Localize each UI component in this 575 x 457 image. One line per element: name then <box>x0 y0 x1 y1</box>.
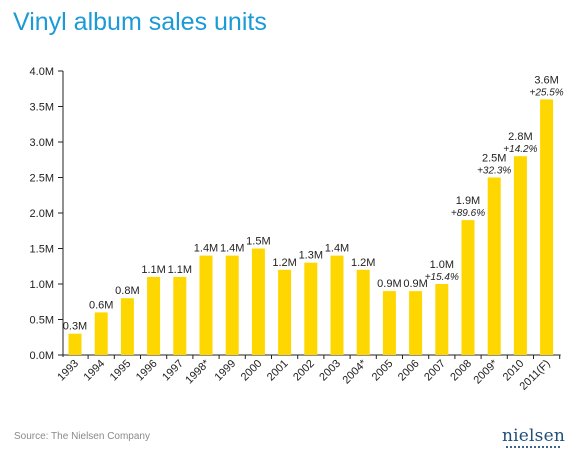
x-tick-label: 2000 <box>239 358 265 384</box>
change-label: +89.6% <box>451 208 485 219</box>
y-tick-label: 3.5M <box>30 102 54 114</box>
data-label: 1.1M <box>168 264 192 276</box>
x-tick-label: 2008 <box>448 358 474 384</box>
x-tick-label: 1997 <box>160 358 186 384</box>
x-tick-label: 2005 <box>370 358 396 384</box>
data-label: 2.8M <box>508 131 532 143</box>
x-tick-label: 2002 <box>291 358 317 384</box>
y-tick-label: 2.5M <box>30 173 54 185</box>
change-label: +25.5% <box>529 87 563 98</box>
bar <box>461 220 475 355</box>
data-label: 1.1M <box>141 264 165 276</box>
x-tick-label: 2003 <box>317 358 343 384</box>
data-label: 1.0M <box>430 259 454 271</box>
bar <box>356 269 370 355</box>
bar <box>435 284 449 355</box>
data-label: 1.4M <box>220 243 244 255</box>
y-tick-label: 4.0M <box>30 66 54 78</box>
x-tick-label: 2009* <box>471 357 500 386</box>
y-tick-label: 0.0M <box>30 350 54 362</box>
data-label: 1.2M <box>351 257 375 269</box>
data-label: 1.4M <box>325 243 349 255</box>
y-tick-label: 1.0M <box>30 279 54 291</box>
data-label: 2.5M <box>482 153 506 165</box>
data-label: 0.9M <box>403 278 427 290</box>
data-label: 3.6M <box>534 74 558 86</box>
bar <box>409 291 423 355</box>
change-label: +14.2% <box>503 144 537 155</box>
y-tick-label: 2.0M <box>30 208 54 220</box>
change-label: +32.3% <box>477 166 511 177</box>
data-label: 1.3M <box>299 250 323 262</box>
bar <box>278 269 292 355</box>
data-label: 1.9M <box>456 195 480 207</box>
bar <box>382 291 396 355</box>
bar <box>330 255 344 355</box>
x-tick-label: 1996 <box>134 358 160 384</box>
bar <box>251 248 265 355</box>
x-axis <box>63 354 561 359</box>
y-tick-label: 0.5M <box>30 315 54 327</box>
bar <box>147 276 161 355</box>
bar <box>225 255 239 355</box>
x-tick-label: 2004* <box>340 357 369 386</box>
change-labels: +15.4% +89.6% +32.3% +14.2% +25.5% <box>425 87 564 283</box>
y-axis: 0.0M 0.5M 1.0M 1.5M 2.0M 2.5M 3.0M 3.5M 4.0M <box>30 66 64 362</box>
nielsen-logo: nielsen <box>502 426 566 446</box>
bars <box>68 99 554 356</box>
x-tick-label: 1994 <box>82 358 108 384</box>
data-label: 1.4M <box>194 243 218 255</box>
value-labels: 0.3M0.6M0.8M1.1M 1.1M1.4M 1.4M1.5M1.2M1.3M… <box>63 74 559 332</box>
data-label: 1.5M <box>246 236 270 248</box>
bar <box>513 156 527 355</box>
x-tick-label: 2006 <box>396 358 422 384</box>
bar <box>120 298 134 355</box>
x-tick-label: 1995 <box>108 358 134 384</box>
bar <box>304 262 318 355</box>
x-tick-label: 2001 <box>265 358 291 384</box>
bar <box>68 333 82 355</box>
x-tick-label: 1998* <box>183 357 212 386</box>
bar <box>487 177 501 355</box>
x-tick-label: 1999 <box>213 358 239 384</box>
y-tick-label: 1.5M <box>30 244 54 256</box>
bar <box>94 312 108 355</box>
data-label: 0.9M <box>377 278 401 290</box>
x-tick-label: 1993 <box>55 358 81 384</box>
logo-dots <box>505 446 561 448</box>
x-tick-label: 2007 <box>422 358 448 384</box>
y-tick-label: 3.0M <box>30 137 54 149</box>
bar <box>540 99 554 356</box>
bar <box>173 276 187 355</box>
data-label: 1.2M <box>272 257 296 269</box>
source-note: Source: The Nielsen Company <box>14 431 150 442</box>
data-label: 0.8M <box>115 285 139 297</box>
chart-title: Vinyl album sales units <box>13 8 267 36</box>
data-label: 0.6M <box>89 299 113 311</box>
change-label: +15.4% <box>425 272 459 283</box>
bar <box>199 255 213 355</box>
data-label: 0.3M <box>63 321 87 333</box>
